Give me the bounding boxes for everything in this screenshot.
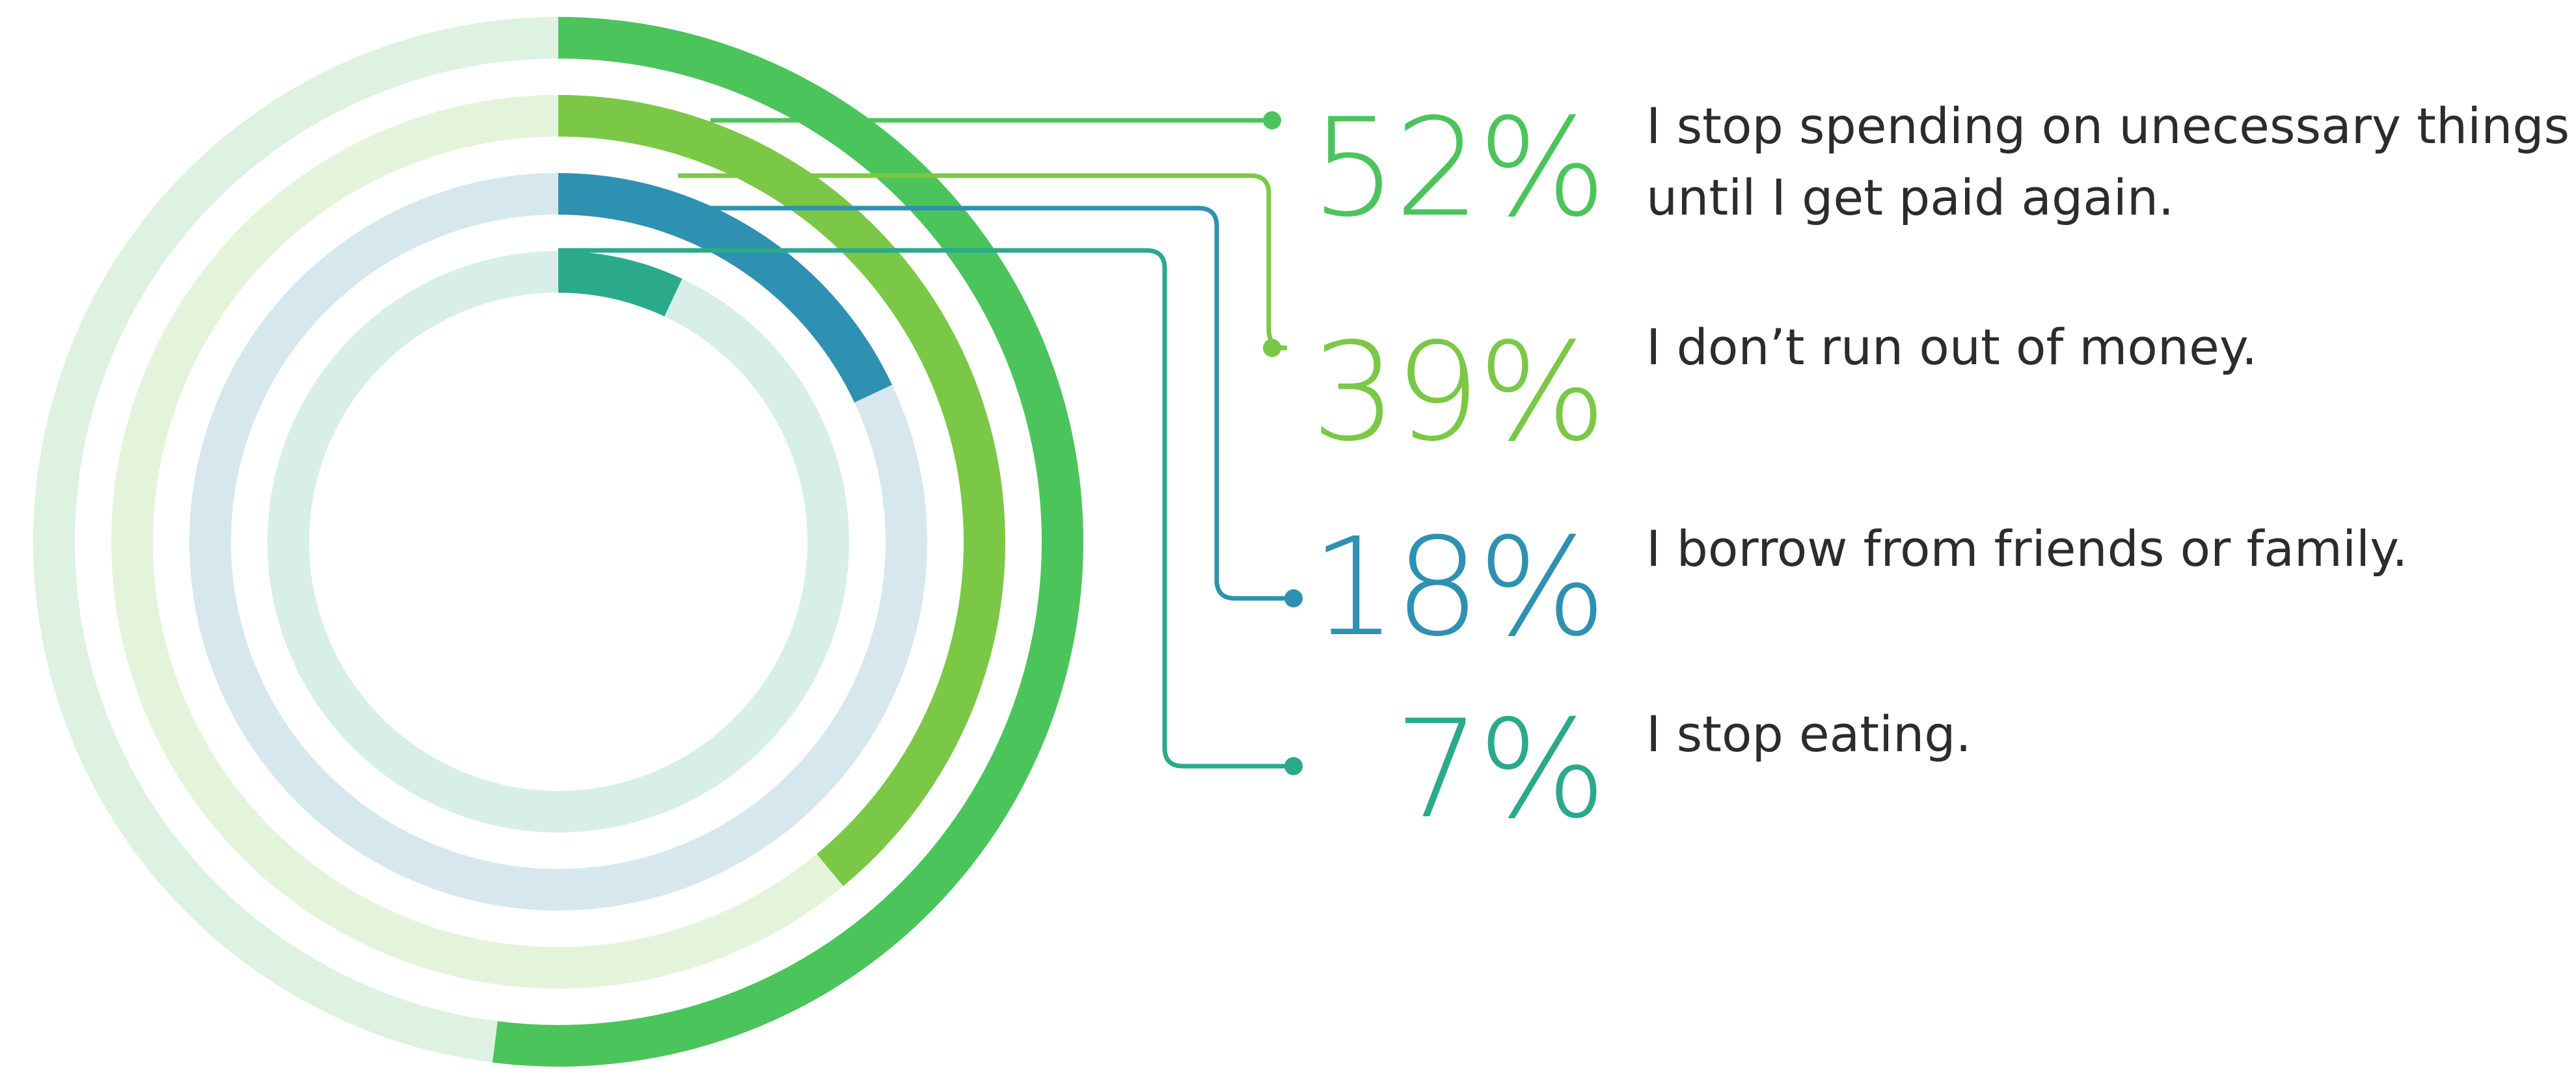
- ring-arc-4: [558, 251, 683, 317]
- ring-arc-1: [492, 17, 1083, 1067]
- percent-label-1: 52%: [1311, 90, 1604, 247]
- leader-line-4: [558, 248, 1294, 769]
- ring-arc-2: [558, 95, 1005, 886]
- percent-label-2: 39%: [1311, 314, 1604, 472]
- leader-dot-1: [1263, 111, 1281, 129]
- value-labels: 52% 39% 18% 7%: [1311, 90, 1607, 849]
- percent-label-3: 18%: [1311, 509, 1604, 667]
- leader-dot-4: [1284, 757, 1303, 775]
- description-1-line-2: until I get paid again.: [1646, 168, 2174, 226]
- leader-dot-3: [1284, 589, 1303, 607]
- description-2-line-1: I don’t run out of money.: [1646, 318, 2257, 376]
- description-3-line-1: I borrow from friends or family.: [1646, 520, 2407, 578]
- ring-arcs: [492, 17, 1083, 1067]
- percent-label-4: 7%: [1394, 691, 1604, 849]
- descriptions: I stop spending on unecessary things unti…: [1646, 97, 2569, 763]
- leader-dot-2: [1263, 339, 1281, 357]
- leader-lines: [558, 111, 1303, 775]
- leader-line-3: [612, 206, 1294, 601]
- description-4-line-1: I stop eating.: [1646, 705, 1972, 763]
- ring-track-4: [267, 251, 849, 833]
- description-1-line-1: I stop spending on unecessary things: [1646, 97, 2569, 155]
- ring-arc-3: [558, 173, 893, 403]
